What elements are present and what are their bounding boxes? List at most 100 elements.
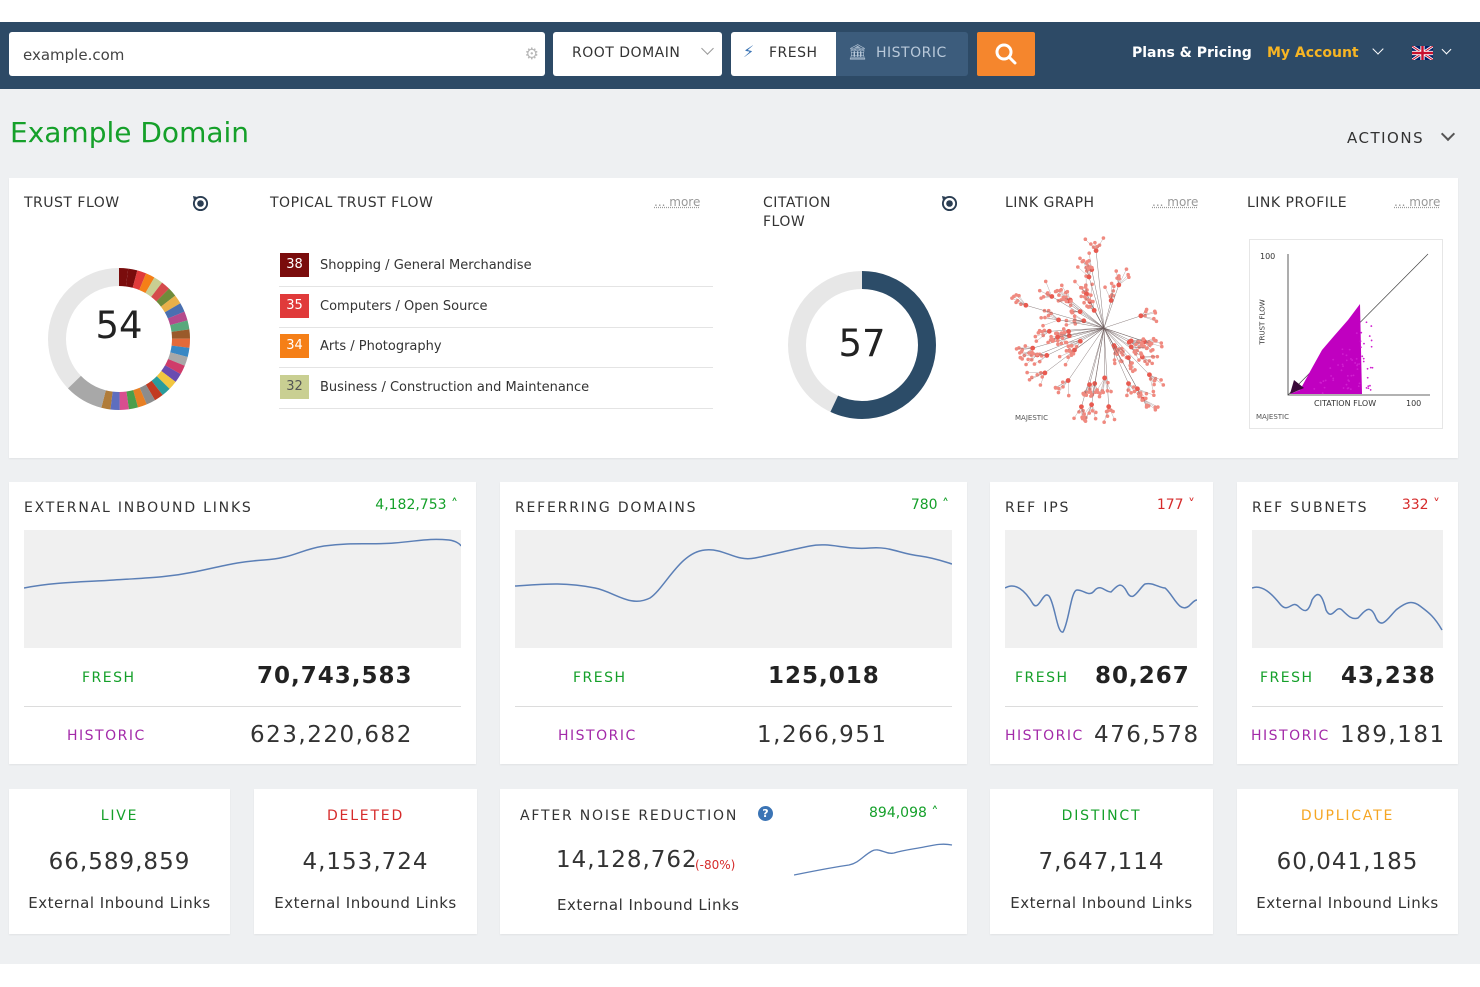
divider [515,706,952,707]
fresh-label: FRESH [573,670,627,686]
fresh-value: 125,018 [768,663,880,689]
deleted-card[interactable]: DELETED 4,153,724 External Inbound Links [254,789,477,934]
search-button[interactable] [977,32,1035,76]
stat-card[interactable]: REF IPS 177 ˅ FRESH 80,267 HISTORIC 476,578 [990,482,1213,764]
history-icon[interactable] [941,195,958,212]
chevron-down-icon[interactable] [1440,126,1456,142]
link-profile-x-max: 100 [1406,399,1422,408]
majestic-watermark: MAJESTIC [1015,414,1048,422]
lightning-icon: ⚡ [743,42,755,61]
topic-name: Business / Construction and Maintenance [320,379,590,395]
gear-icon[interactable]: ⚙ [524,44,539,63]
distinct-card[interactable]: DISTINCT 7,647,114 External Inbound Link… [990,789,1213,934]
topic-name: Arts / Photography [320,339,442,354]
stat-sparkline [1252,530,1443,648]
live-value: 66,589,859 [48,849,191,875]
historic-value: 1,266,951 [757,722,888,748]
duplicate-title: DUPLICATE [1300,808,1395,824]
noise-reduction-value: 14,128,762 [556,847,698,873]
history-icon[interactable] [192,195,209,212]
distinct-value: 7,647,114 [1038,849,1165,875]
stat-card[interactable]: EXTERNAL INBOUND LINKS 4,182,753 ˄ FRESH 70… [9,482,476,764]
topical-more-link[interactable]: ... more [654,195,701,209]
duplicate-subtitle: External Inbound Links [1256,894,1439,912]
scope-select[interactable]: ROOT DOMAIN [553,32,722,76]
search-input[interactable] [21,32,505,78]
link-profile-label: LINK PROFILE [1247,195,1348,211]
trust-flow-donut [48,268,190,410]
topic-name: Shopping / General Merchandise [320,258,532,273]
stat-card[interactable]: REFERRING DOMAINS 780 ˄ FRESH 125,018 HISTOR… [500,482,967,764]
historic-label: HISTORIC [67,728,146,744]
search-icon [995,43,1017,65]
bank-icon: 🏛 [848,43,868,61]
fresh-label: FRESH [1260,670,1314,686]
stat-sparkline [24,530,461,648]
deleted-title: DELETED [326,808,405,824]
stat-title: REFERRING DOMAINS [515,500,698,516]
link-profile-x-axis: CITATION FLOW [1314,399,1377,408]
topic-score-badge: 38 [280,253,309,277]
noise-reduction-percent: (-80%) [695,858,736,872]
plans-pricing-link[interactable]: Plans & Pricing [1132,45,1252,61]
stat-sparkline [515,530,952,648]
trust-flow-value: 54 [95,304,143,347]
citation-flow-donut [788,271,936,419]
topical-trust-flow-item[interactable]: 38 Shopping / General Merchandise [279,246,713,287]
duplicate-card[interactable]: DUPLICATE 60,041,185 External Inbound Li… [1237,789,1458,934]
divider [1005,706,1198,707]
link-profile-chart[interactable]: 100 100 CITATION FLOW TRUST FLOW MAJESTI… [1249,239,1443,429]
link-profile-y-max: 100 [1260,252,1276,261]
citation-flow-value: 57 [838,322,886,365]
link-graph-image[interactable] [1009,236,1199,426]
noise-reduction-title: AFTER NOISE REDUCTION [520,808,739,824]
stat-delta: 332 ˅ [1401,497,1440,513]
historic-label: HISTORIC [558,728,637,744]
topical-trust-flow-item[interactable]: 32 Business / Construction and Maintenanc… [279,368,713,409]
duplicate-value: 60,041,185 [1276,849,1419,875]
citation-flow-label: CITATION [763,195,832,211]
chevron-down-icon[interactable] [1441,44,1452,55]
link-graph-more-link[interactable]: ... more [1152,195,1199,209]
live-title: LIVE [100,808,139,824]
live-card[interactable]: LIVE 66,589,859 External Inbound Links [9,789,230,934]
chevron-down-icon [701,42,714,55]
stat-title: EXTERNAL INBOUND LINKS [24,500,253,516]
actions-menu[interactable]: ACTIONS [1347,129,1425,147]
deleted-value: 4,153,724 [302,849,429,875]
uk-flag-icon[interactable] [1412,46,1433,60]
chevron-down-icon[interactable] [1372,43,1384,55]
deleted-subtitle: External Inbound Links [274,894,457,912]
historic-index-button[interactable]: 🏛 HISTORIC [836,32,968,76]
noise-reduction-subtitle: External Inbound Links [557,896,740,914]
historic-value: 189,181 [1340,722,1446,748]
link-profile-more-link[interactable]: ... more [1394,195,1441,209]
topical-trust-flow-item[interactable]: 35 Computers / Open Source [279,287,713,328]
page-title: Example Domain [10,116,250,149]
stat-title: REF SUBNETS [1252,500,1369,516]
summary-card: TRUST FLOW 54 TOPICAL TRUST FLOW ... mor… [9,178,1458,458]
fresh-label: FRESH [1015,670,1069,686]
stat-delta: 780 ˄ [910,497,949,513]
distinct-title: DISTINCT [1061,808,1142,824]
link-profile-y-axis: TRUST FLOW [1258,299,1267,345]
majestic-watermark: MAJESTIC [1256,413,1289,421]
divider [1252,706,1443,707]
topical-trust-flow-item[interactable]: 34 Arts / Photography [279,327,713,368]
stat-card[interactable]: REF SUBNETS 332 ˅ FRESH 43,238 HISTORIC 189,1… [1237,482,1458,764]
distinct-subtitle: External Inbound Links [1010,894,1193,912]
historic-value: 623,220,682 [250,722,413,748]
fresh-value: 43,238 [1341,663,1436,689]
stat-delta: 4,182,753 ˄ [375,497,458,513]
topic-score-badge: 34 [280,334,309,358]
fresh-index-button[interactable]: ⚡ FRESH [731,32,836,76]
stat-title: REF IPS [1005,500,1071,516]
citation-flow-label-2: FLOW [763,214,806,230]
topic-score-badge: 32 [280,374,309,399]
historic-label: HISTORIC [1005,728,1084,744]
help-icon[interactable]: ? [758,806,773,821]
fresh-label: FRESH [82,670,136,686]
stat-sparkline [1005,530,1197,648]
my-account-link[interactable]: My Account [1267,45,1359,61]
noise-reduction-card[interactable]: AFTER NOISE REDUCTION ? 894,098 ˄ 14,128… [500,789,967,934]
